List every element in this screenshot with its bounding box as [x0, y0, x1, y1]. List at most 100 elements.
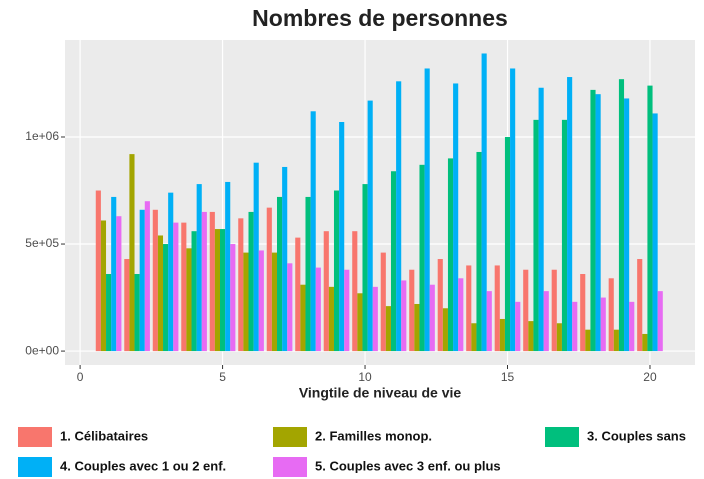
bar: [258, 250, 264, 352]
bar: [287, 263, 293, 352]
bar: [372, 286, 378, 352]
bar: [276, 196, 283, 352]
bar: [95, 190, 101, 352]
bar: [447, 158, 454, 352]
bar: [637, 259, 643, 352]
bar: [414, 303, 420, 352]
bar: [551, 269, 557, 352]
x-axis-title: Vingtile de niveau de vie: [299, 385, 462, 401]
bar: [253, 162, 259, 352]
bar: [385, 306, 391, 352]
bar: [124, 259, 130, 352]
bar: [181, 222, 187, 352]
bar: [629, 301, 635, 352]
bar: [471, 323, 477, 352]
bar: [100, 220, 107, 352]
bar: [333, 190, 340, 352]
bar: [196, 184, 202, 352]
legend-label: 2. Familles monop.: [315, 428, 432, 443]
bar: [157, 235, 164, 352]
bar: [238, 218, 244, 352]
y-tick-label: 0e+00: [25, 343, 59, 357]
bar: [152, 209, 158, 352]
bar: [225, 181, 231, 352]
bar: [248, 211, 254, 352]
bar: [442, 308, 448, 352]
bar: [144, 201, 150, 352]
bar: [295, 237, 301, 352]
bar: [401, 280, 407, 352]
bar: [466, 265, 472, 352]
bar: [595, 94, 601, 352]
bar: [657, 291, 663, 352]
bar: [282, 166, 288, 352]
bar: [429, 284, 435, 352]
x-tick-label: 10: [358, 370, 372, 384]
chart-title: Nombres de personnes: [252, 5, 508, 31]
legend-label: 5. Couples avec 3 enf. ou plus: [315, 458, 501, 473]
bar: [567, 77, 573, 352]
bar: [533, 119, 539, 352]
legend-key: [273, 457, 307, 477]
bar: [494, 265, 500, 352]
bar: [243, 252, 249, 352]
legend-label: 3. Couples sans: [587, 428, 686, 443]
bar: [214, 229, 221, 352]
bar: [191, 231, 197, 352]
bar: [618, 79, 625, 352]
bar: [510, 68, 516, 352]
x-tick-label: 5: [219, 370, 226, 384]
bar: [424, 68, 430, 352]
bar: [271, 252, 277, 352]
bar: [556, 323, 562, 352]
bar: [561, 119, 568, 352]
x-tick-label: 20: [643, 370, 657, 384]
bar: [328, 286, 334, 352]
bar: [613, 329, 619, 352]
bar: [380, 252, 386, 352]
bar: [572, 301, 578, 352]
bar: [323, 231, 329, 352]
bar: [305, 196, 311, 352]
bar: [186, 248, 192, 352]
y-tick-label: 1e+06: [25, 129, 59, 143]
bar: [367, 100, 373, 352]
bar: [116, 216, 122, 352]
bar: [344, 269, 350, 352]
bar: [209, 211, 215, 352]
bar: [481, 53, 487, 352]
legend-label: 4. Couples avec 1 ou 2 enf.: [60, 458, 226, 473]
bar: [458, 278, 464, 352]
bar: [139, 209, 145, 352]
bar: [453, 83, 459, 352]
bar: [528, 321, 534, 352]
bar: [220, 229, 226, 352]
bar: [310, 111, 316, 352]
bar: [504, 136, 511, 352]
bar: [538, 87, 544, 352]
bar: [230, 244, 236, 352]
bar: [129, 154, 135, 352]
bar: [652, 113, 658, 352]
bar: [352, 231, 358, 352]
bar: [362, 184, 368, 352]
bar: [134, 274, 140, 352]
bar: [173, 222, 179, 352]
bar: [437, 259, 443, 352]
bar: [390, 171, 397, 352]
bar: [608, 278, 614, 352]
bar: [476, 151, 482, 352]
bar: [106, 274, 112, 352]
bar: [647, 85, 653, 352]
bar: [201, 211, 207, 352]
legend-key: [18, 427, 52, 447]
bar: [585, 329, 591, 352]
bar: [499, 318, 505, 352]
bar: [300, 284, 306, 352]
bar: [486, 291, 492, 352]
x-tick-label: 0: [77, 370, 84, 384]
bar: [168, 192, 174, 352]
bar: [396, 81, 402, 352]
bar: [357, 293, 363, 352]
